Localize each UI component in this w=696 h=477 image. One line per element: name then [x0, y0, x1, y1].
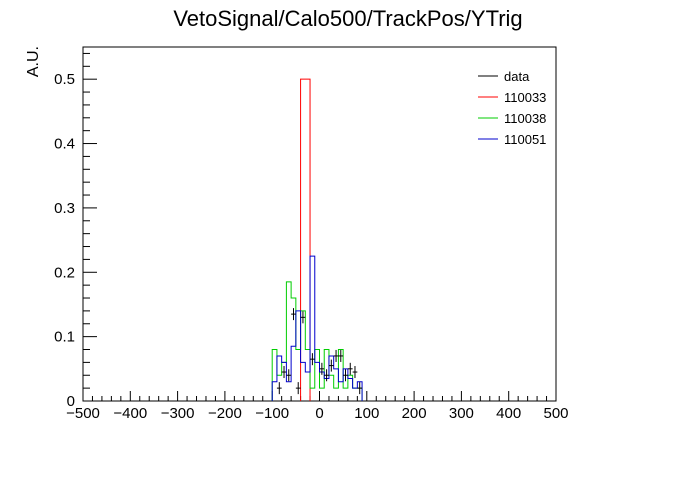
series-data: [276, 308, 363, 395]
x-tick-label: −300: [161, 405, 195, 422]
x-tick-label: −400: [113, 405, 147, 422]
data-point: [338, 349, 344, 362]
x-tick-label: −100: [255, 405, 289, 422]
legend-entry-110033: 110033: [478, 90, 546, 105]
data-point: [324, 369, 329, 382]
histogram-bin: [291, 346, 296, 401]
histogram-bin: [272, 382, 277, 401]
data-point: [291, 308, 296, 321]
x-axis: −500 −400 −300 −200 −100 0 100 200 300 400 500: [66, 391, 569, 422]
data-point: [357, 382, 363, 395]
legend-label: 110033: [504, 90, 546, 105]
data-point: [319, 362, 325, 375]
data-point: [295, 382, 301, 395]
histogram-bin: [348, 378, 353, 401]
series-layer: [271, 78, 363, 401]
x-tick-label: 0: [315, 405, 323, 422]
data-point: [276, 382, 282, 395]
legend-label: data: [504, 69, 530, 84]
x-tick-label: 200: [402, 405, 427, 422]
histogram-bin: [353, 388, 358, 401]
legend-label: 110051: [504, 132, 546, 147]
data-point: [328, 359, 334, 372]
data-point: [286, 369, 292, 382]
y-tick-label: 0.1: [54, 329, 75, 346]
y-tick-label: 0.2: [54, 264, 75, 281]
x-tick-label: 100: [354, 405, 379, 422]
legend: data 110033 110038 110051: [478, 69, 546, 147]
histogram-bin: [277, 356, 282, 401]
series-line-110033: [300, 78, 311, 401]
histogram-bin: [310, 256, 315, 401]
y-tick-label: 0.3: [54, 200, 75, 217]
histogram-bin: [338, 382, 343, 401]
data-point: [333, 349, 339, 362]
x-tick-label: −500: [66, 405, 100, 422]
histogram-bin: [315, 362, 320, 401]
x-tick-label: 400: [496, 405, 521, 422]
histogram-bin: [324, 378, 329, 401]
chart-title: VetoSignal/Calo500/TrackPos/YTrig: [173, 6, 522, 31]
data-point: [310, 353, 315, 366]
y-tick-label: 0.5: [54, 71, 75, 88]
y-tick-label: 0: [67, 393, 75, 410]
data-point: [281, 366, 287, 379]
histogram-bin: [305, 372, 310, 401]
histogram-bin: [301, 362, 306, 401]
data-point: [300, 311, 306, 324]
histogram-bin: [334, 369, 339, 401]
x-tick-label: −200: [208, 405, 242, 422]
y-axis-label: A.U.: [25, 46, 42, 77]
series-110033: [300, 78, 311, 401]
x-tick-label: 500: [543, 405, 568, 422]
data-point: [343, 369, 348, 382]
legend-entry-data: data: [478, 69, 530, 84]
data-point: [352, 366, 358, 379]
y-axis: 0 0.1 0.2 0.3 0.4 0.5: [54, 52, 97, 410]
histogram-bin: [320, 372, 325, 401]
legend-entry-110038: 110038: [478, 111, 546, 126]
legend-entry-110051: 110051: [478, 132, 546, 147]
y-tick-label: 0.4: [54, 136, 75, 153]
data-point: [347, 362, 353, 375]
legend-label: 110038: [504, 111, 546, 126]
x-tick-label: 300: [449, 405, 474, 422]
histogram-bin: [286, 382, 291, 401]
